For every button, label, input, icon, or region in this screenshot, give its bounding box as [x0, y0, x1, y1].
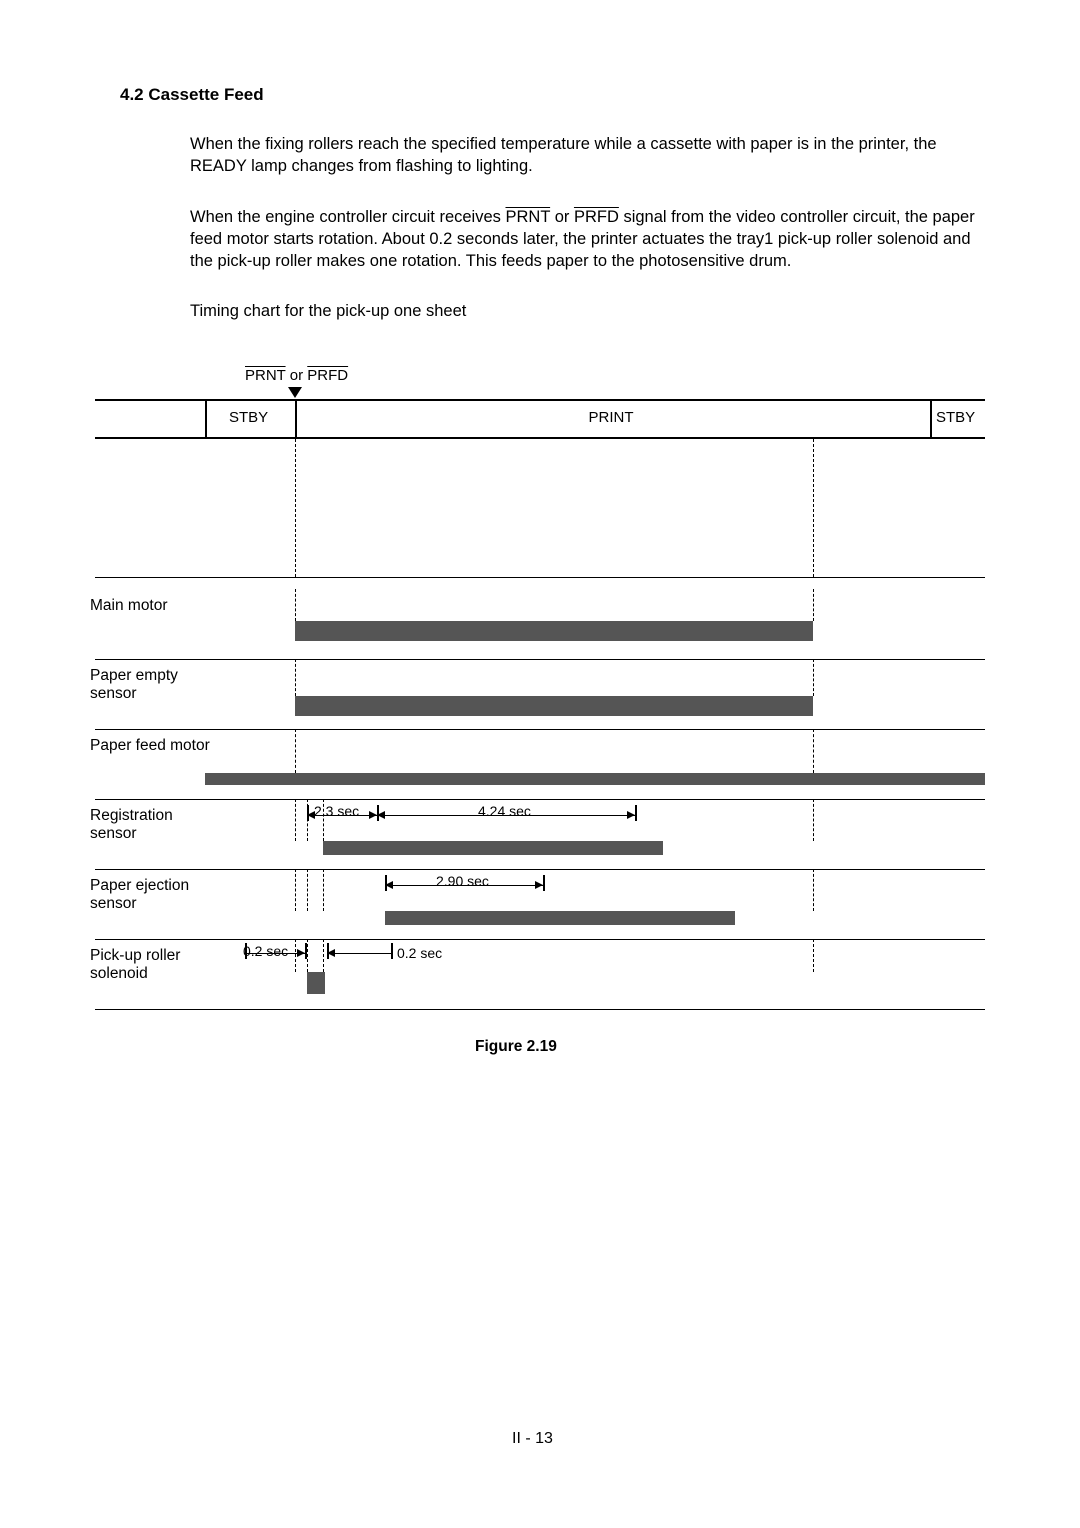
- paragraph-2: When the engine controller circuit recei…: [190, 206, 985, 273]
- signal-prfd: PRFD: [574, 208, 619, 226]
- timing-chart: PRNT or PRFDSTBYPRINTSTBYMain motorPaper…: [95, 367, 985, 987]
- p2-b: or: [550, 208, 574, 226]
- signal-label: PRNT or PRFD: [245, 367, 348, 384]
- figure-caption: Figure 2.19: [475, 1038, 557, 1056]
- paragraph-3: Timing chart for the pick-up one sheet: [190, 300, 985, 322]
- section-heading: 4.2 Cassette Feed: [120, 85, 985, 105]
- page-number: II - 13: [512, 1430, 553, 1448]
- signal-prnt: PRNT: [505, 208, 550, 226]
- paragraph-1: When the fixing rollers reach the specif…: [190, 133, 985, 178]
- p2-a: When the engine controller circuit recei…: [190, 208, 505, 226]
